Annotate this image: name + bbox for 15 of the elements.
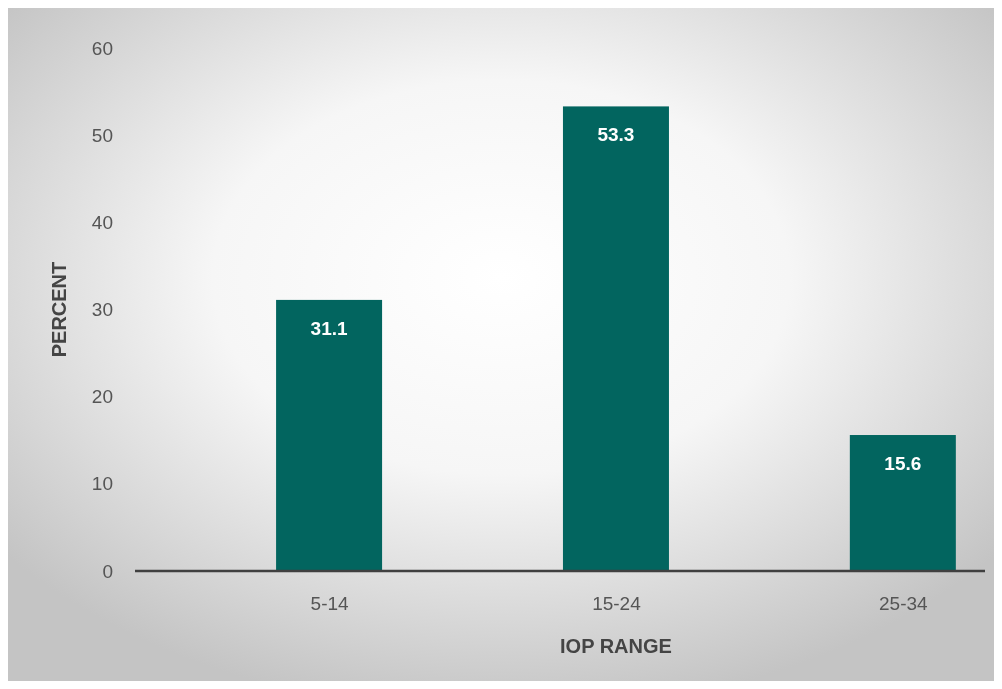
y-tick-label: 50 (91, 124, 113, 146)
y-tick-label: 30 (91, 299, 113, 321)
data-label: 53.3 (597, 124, 635, 146)
y-tick-label: 20 (91, 386, 113, 408)
y-tick-label: 40 (91, 211, 113, 233)
x-tick-label: 25-34 (879, 593, 929, 615)
y-tick-label: 0 (102, 560, 113, 582)
x-tick-label: 5-14 (310, 593, 350, 615)
x-axis-title: IOP RANGE (560, 635, 672, 657)
y-axis-title: PERCENT (48, 261, 70, 358)
y-tick-label: 10 (91, 473, 113, 495)
y-tick-label: 60 (91, 37, 113, 59)
data-label: 31.1 (310, 317, 348, 339)
x-tick-label: 15-24 (592, 593, 642, 615)
data-label: 15.6 (884, 453, 922, 475)
